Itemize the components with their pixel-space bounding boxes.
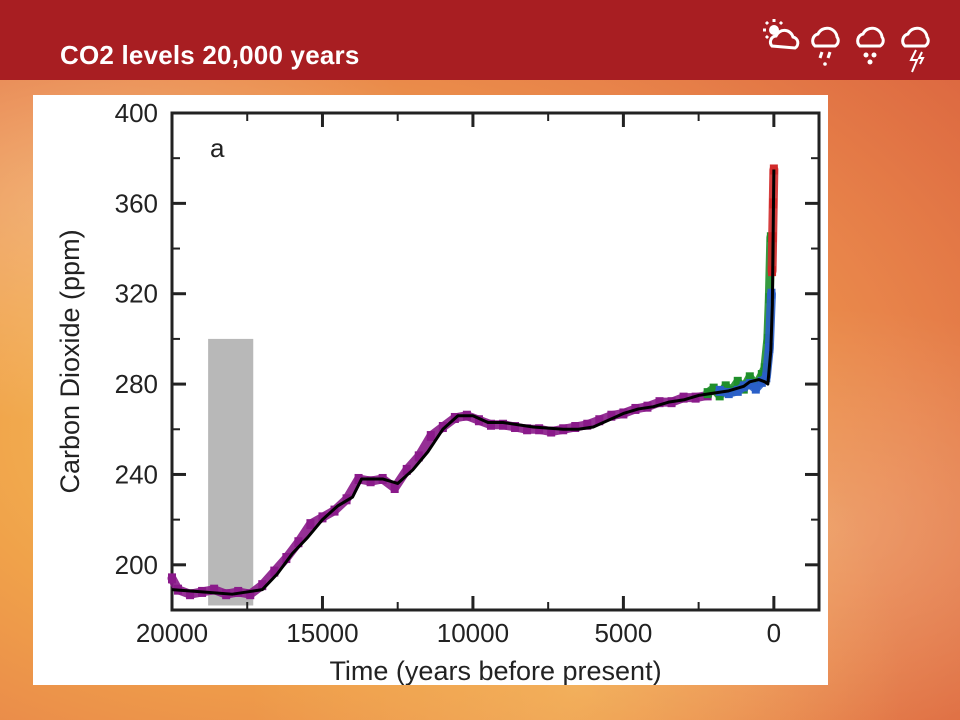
data-point [168,573,176,584]
data-point [474,415,483,426]
data-point [366,476,375,487]
weather-icons [763,19,930,73]
thunderstorm-icon [901,26,930,73]
data-point [258,580,267,591]
y-axis-label: Carbon Dioxide (ppm) [55,229,85,493]
shaded-region [208,338,254,606]
data-point [679,392,688,403]
data-point [547,426,556,437]
data-point [721,381,730,392]
chart-panel: 200 240 280 320 360 400 20000 15000 10000 5000 0 Ti… [33,95,828,685]
y-tick-label: 400 [115,98,158,128]
data-point [724,388,733,399]
data-point [762,372,771,383]
slide-title: CO2 levels 20,000 years [60,40,360,70]
x-tick-label: 20000 [136,618,208,648]
data-point [745,372,754,383]
data-point [751,383,760,394]
data-point [438,422,447,433]
data-point [523,424,532,435]
data-point [499,419,508,430]
data-point [486,419,495,430]
plot-frame [170,111,821,612]
x-tick-label: 0 [767,618,781,648]
data-point [318,512,327,523]
co2-chart: 200 240 280 320 360 400 20000 15000 10000 5000 0 Ti… [55,98,821,685]
y-tick-label: 320 [115,279,158,309]
x-tick-label: 10000 [437,618,509,648]
data-point [414,451,423,462]
data-point [655,397,664,408]
x-tick-label: 15000 [286,618,358,648]
data-point [733,385,742,396]
data-point [709,383,718,394]
data-point [390,483,399,494]
data-point [733,376,742,387]
y-tick-label: 200 [115,550,158,580]
panel-label: a [210,133,225,163]
data-point [583,419,592,430]
y-tick-label: 240 [115,459,158,489]
drizzle-icon [811,26,840,66]
data-point [246,589,255,600]
data-point [607,410,616,421]
x-axis-label: Time (years before present) [329,656,661,685]
data-point [282,553,291,564]
data-point [294,537,303,548]
data-point [745,379,754,390]
data-point [270,566,279,577]
data-point [757,370,766,381]
data-point [511,422,520,433]
data-point [765,342,774,353]
data-point [186,589,195,600]
y-tick-label: 360 [115,188,158,218]
data-point [426,431,435,442]
data-point [769,164,778,175]
sun-cloud-icon [763,19,800,50]
data-point [354,473,363,484]
y-tick-label: 280 [115,369,158,399]
data-point [595,415,604,426]
data-point [402,464,411,475]
data-series-line [171,169,776,596]
data-point [306,519,315,530]
x-tick-label: 5000 [594,618,652,648]
data-point [210,584,219,595]
data-point [571,422,580,433]
data-point [535,424,544,435]
slide-header: CO2 levels 20,000 years [0,0,960,80]
hail-icon [856,26,885,65]
